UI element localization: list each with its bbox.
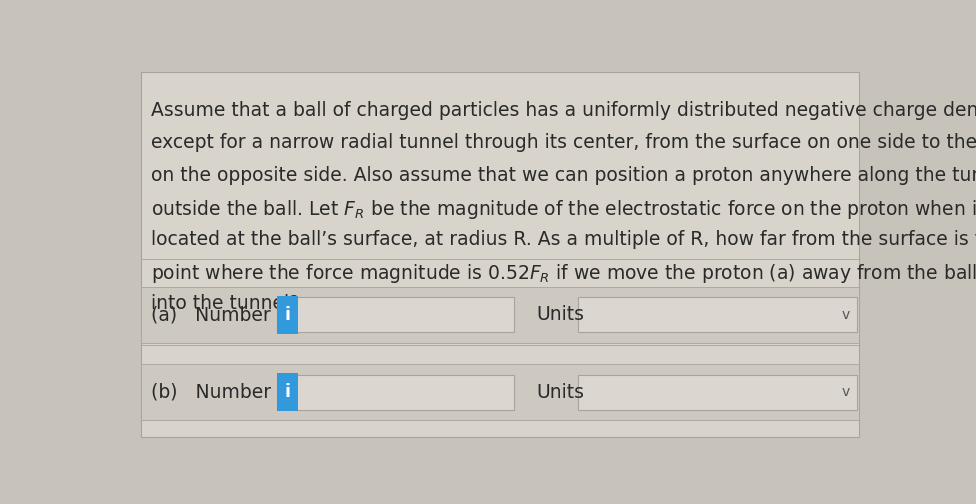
Text: on the opposite side. Also assume that we can position a proton anywhere along t: on the opposite side. Also assume that w… [150, 166, 976, 184]
Text: Assume that a ball of charged particles has a uniformly distributed negative cha: Assume that a ball of charged particles … [150, 101, 976, 120]
FancyBboxPatch shape [141, 364, 860, 420]
Text: except for a narrow radial tunnel through its center, from the surface on one si: except for a narrow radial tunnel throug… [150, 134, 976, 152]
Text: i: i [285, 305, 291, 324]
Text: i: i [285, 383, 291, 401]
Text: located at the ball’s surface, at radius R. As a multiple of R, how far from the: located at the ball’s surface, at radius… [150, 230, 976, 249]
FancyBboxPatch shape [578, 297, 857, 332]
Text: into the tunnel?: into the tunnel? [150, 294, 299, 313]
FancyBboxPatch shape [277, 297, 513, 332]
Text: outside the ball. Let $F_R$ be the magnitude of the electrostatic force on the p: outside the ball. Let $F_R$ be the magni… [150, 198, 976, 221]
FancyBboxPatch shape [141, 72, 860, 437]
FancyBboxPatch shape [277, 373, 299, 411]
Text: Units: Units [537, 383, 585, 402]
Text: (a)   Number: (a) Number [150, 305, 270, 324]
Text: Units: Units [537, 305, 585, 324]
FancyBboxPatch shape [578, 375, 857, 410]
Text: v: v [841, 307, 850, 322]
Text: v: v [841, 385, 850, 399]
FancyBboxPatch shape [277, 375, 513, 410]
FancyBboxPatch shape [277, 295, 299, 334]
FancyBboxPatch shape [141, 287, 860, 343]
Text: (b)   Number: (b) Number [150, 383, 271, 402]
Text: point where the force magnitude is 0.52$F_R$ if we move the proton (a) away from: point where the force magnitude is 0.52$… [150, 262, 976, 285]
